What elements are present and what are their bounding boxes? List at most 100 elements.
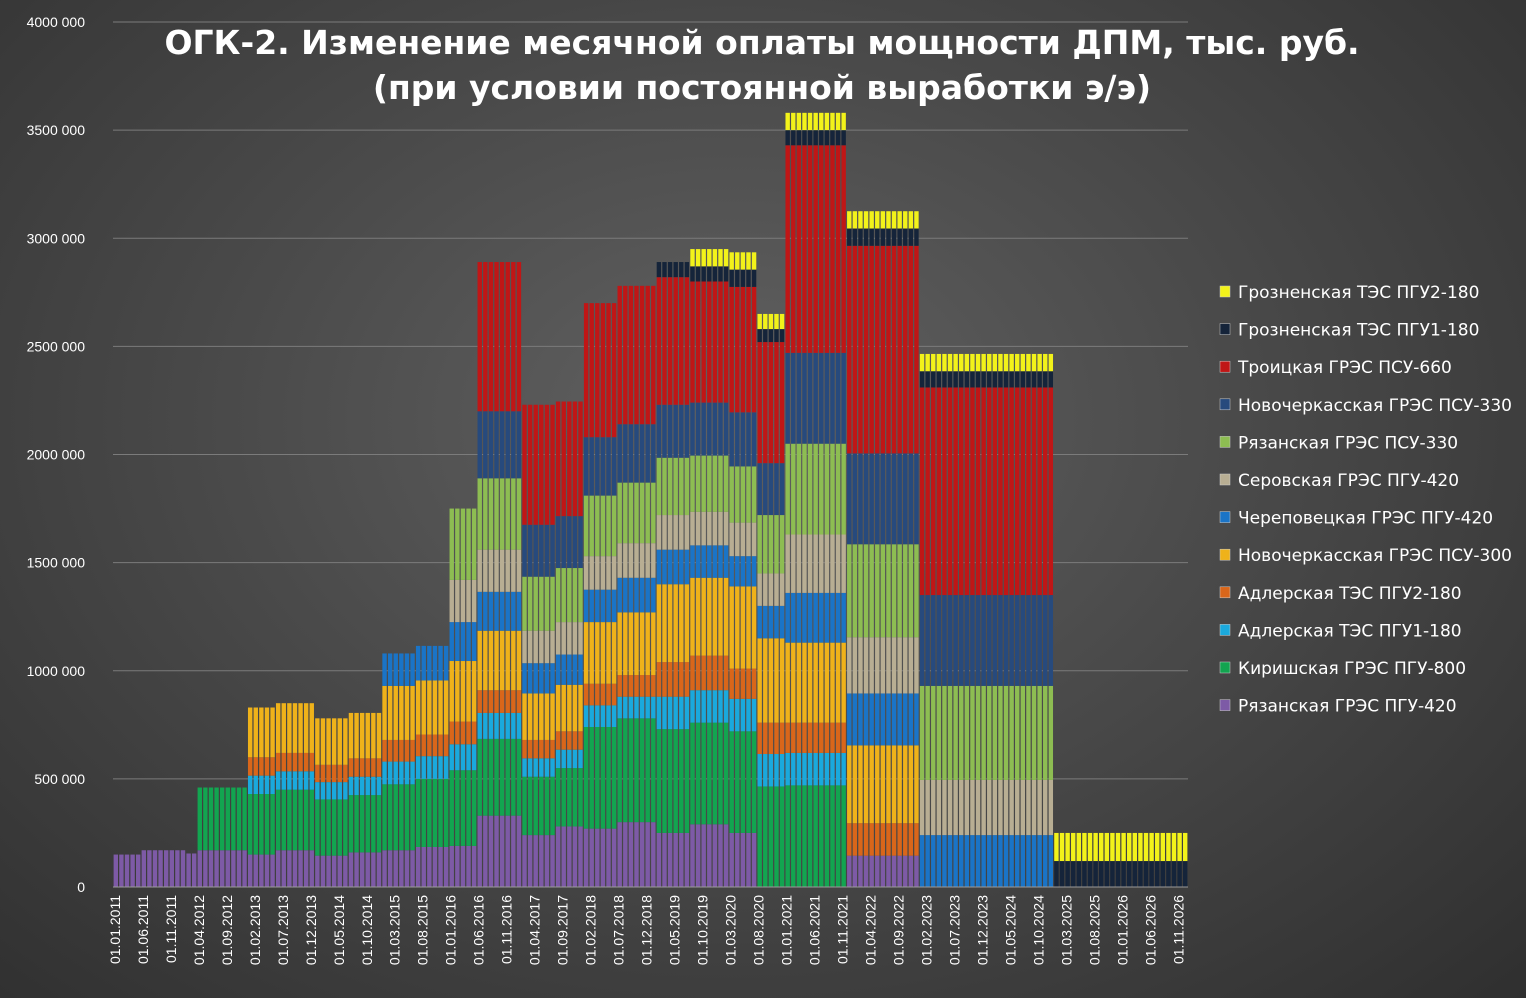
bar-segment [987, 371, 992, 388]
bar-segment [712, 266, 718, 282]
bar-segment [561, 654, 566, 685]
bar-segment [723, 690, 729, 723]
bar-segment [824, 534, 830, 593]
bar-segment [768, 342, 774, 464]
bar-segment [365, 852, 370, 887]
bar-segment [343, 782, 348, 800]
bar-segment [550, 739, 555, 759]
bar-segment [505, 815, 510, 887]
bar-segment [499, 262, 505, 412]
bar-segment [673, 457, 678, 516]
bar-segment [723, 824, 729, 887]
bar-segment [1037, 595, 1042, 686]
bar-segment [555, 654, 561, 685]
bar-segment [695, 545, 701, 578]
bar-segment [779, 313, 785, 330]
bar-segment [953, 595, 958, 686]
bar-segment [455, 579, 460, 623]
bar-segment [830, 130, 835, 146]
bar-segment [499, 712, 505, 739]
bar-segment [617, 612, 622, 676]
bar-segment [908, 823, 914, 856]
bar-segment [768, 754, 774, 787]
bar-segment [544, 404, 550, 525]
bar-segment [723, 722, 729, 825]
bar-segment [550, 758, 555, 777]
bar-segment [891, 693, 897, 746]
bar-segment [813, 112, 818, 131]
bar-segment [847, 245, 852, 454]
bar-segment [555, 684, 561, 732]
bar-segment [931, 371, 936, 388]
bar-segment [746, 522, 751, 557]
bar-segment [382, 653, 387, 686]
bar-segment [858, 693, 863, 746]
bar-segment [802, 592, 807, 643]
bar-segment [483, 478, 488, 550]
bar-segment [331, 718, 337, 765]
bar-segment [499, 549, 505, 592]
bar-segment [701, 455, 706, 512]
bar-segment [914, 823, 919, 856]
bar-segment [387, 761, 393, 785]
bar-segment [1071, 832, 1076, 862]
bar-segment [589, 495, 594, 557]
bar-segment [807, 722, 813, 753]
bar-segment [1043, 387, 1048, 596]
bar-segment [292, 703, 298, 753]
bar-segment [511, 549, 516, 592]
bar-segment [371, 776, 376, 796]
bar-segment [572, 654, 578, 685]
bar-segment [718, 722, 723, 825]
bar-segment [735, 286, 740, 413]
x-tick-label: 01.07.2018 [611, 895, 627, 965]
bar-segment [903, 453, 908, 545]
bar-segment [679, 584, 684, 663]
bar-segment [639, 482, 645, 544]
bar-segment [152, 850, 158, 887]
bar-segment [707, 577, 712, 656]
bar-segment [488, 738, 494, 816]
bar-segment [415, 734, 421, 757]
bar-segment [875, 855, 880, 887]
bar-segment [1110, 861, 1115, 887]
bar-segment [847, 544, 852, 638]
bar-segment [768, 722, 774, 755]
bar-segment [740, 412, 746, 467]
bar-segment [662, 696, 667, 730]
bar-segment [527, 663, 533, 694]
bar-segment [707, 824, 712, 887]
bar-segment [247, 757, 253, 776]
legend-label: Адлерская ТЭС ПГУ1-180 [1238, 621, 1462, 641]
bar-segment [1003, 353, 1009, 372]
bar-segment [219, 787, 225, 851]
bar-segment [1171, 861, 1177, 887]
bar-segment [1031, 387, 1037, 596]
bar-segment [1015, 835, 1020, 887]
bar-segment [751, 412, 757, 467]
bar-segment [600, 622, 606, 684]
bar-segment [802, 534, 807, 593]
bar-segment [835, 592, 841, 643]
bar-segment [511, 478, 516, 550]
bar-segment [1037, 387, 1042, 596]
bar-segment [651, 543, 656, 578]
bar-segment [567, 731, 572, 750]
bar-segment [639, 822, 645, 888]
bar-segment [651, 696, 656, 719]
bar-segment [802, 112, 807, 131]
legend-label: Рязанская ГРЭС ПГУ-420 [1238, 697, 1457, 717]
bar-segment [1031, 595, 1037, 686]
bar-segment [718, 455, 723, 512]
bar-segment [550, 630, 555, 664]
bar-segment [544, 739, 550, 759]
bar-segment [399, 761, 404, 785]
bar-segment [1071, 861, 1076, 887]
bar-segment [539, 739, 544, 759]
bar-segment [1149, 832, 1154, 862]
bar-segment [841, 722, 846, 753]
bar-segment [1127, 832, 1132, 862]
bar-segment [869, 693, 874, 746]
bar-segment [606, 303, 611, 438]
bar-segment [606, 437, 611, 496]
